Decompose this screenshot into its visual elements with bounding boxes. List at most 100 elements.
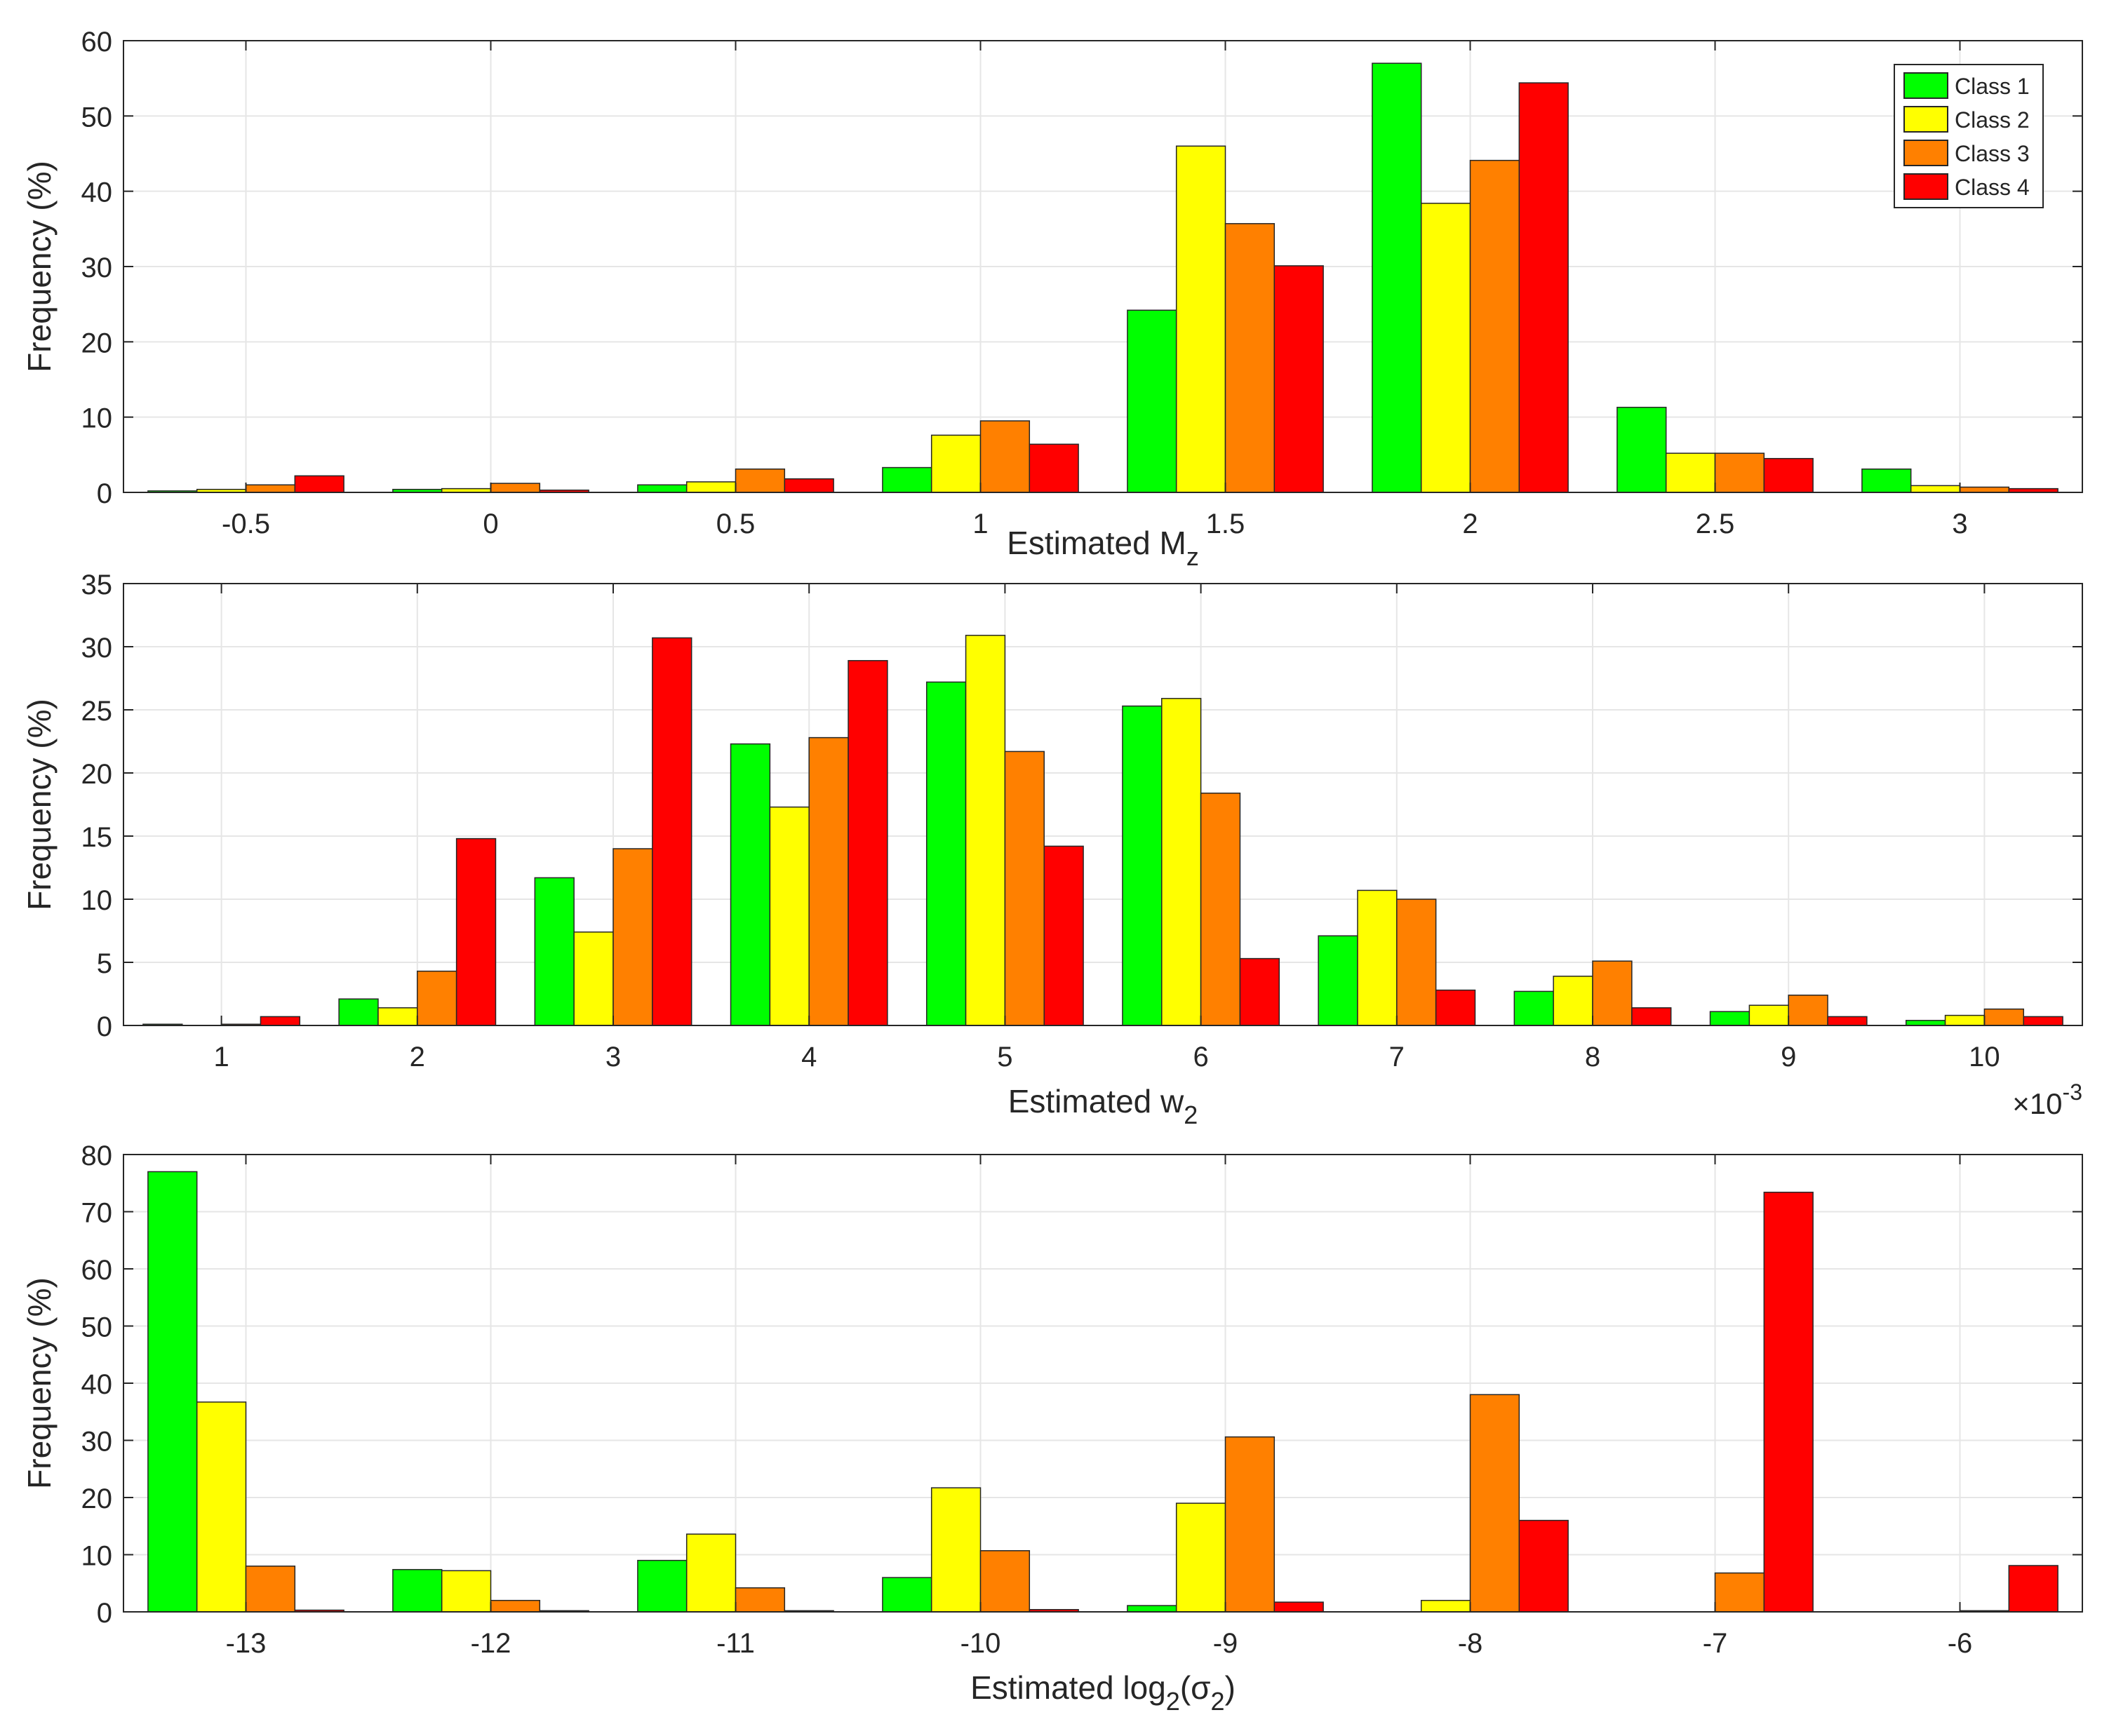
y-tick-label: 30 xyxy=(81,633,113,664)
bar-class-1--9 xyxy=(1127,1605,1177,1613)
legend-entry-class-3: Class 3 xyxy=(1903,140,2030,166)
bar-class-1-0.5 xyxy=(637,484,688,493)
bar-class-4-3 xyxy=(652,637,692,1026)
panel-estimated-mz: 0 10 20 30 40 50 60 -0.5 0 0.5 1 1.5 2 2.5 3 Frequenc… xyxy=(21,27,2083,571)
y-axis-label: Frequency (%) xyxy=(21,161,58,372)
y-tick-label: 0 xyxy=(97,478,112,509)
y-tick-label: 35 xyxy=(81,570,113,600)
bar-class-2-0.5 xyxy=(685,481,737,493)
x-tick-label: 3 xyxy=(605,1042,621,1072)
bar-class-4-8 xyxy=(1631,1007,1672,1026)
panel-estimated-w2: 0 5 10 15 20 25 30 35 1 2 3 4 5 6 7 8 9 10 Frequency (%)… xyxy=(21,570,2083,1129)
y-tick-labels: 0 10 20 30 40 50 60 70 80 xyxy=(81,1140,113,1629)
legend-swatch-class-1 xyxy=(1903,72,1948,99)
legend-label-class-3: Class 3 xyxy=(1955,141,2030,166)
bar-class-4-1.5 xyxy=(1273,265,1324,493)
legend-entry-class-4: Class 4 xyxy=(1903,173,2030,200)
bar-class-4-6 xyxy=(1239,957,1280,1026)
bar-class-4--6 xyxy=(2008,1565,2059,1613)
x-tick-label: 0.5 xyxy=(716,509,756,539)
bar-class-3--7 xyxy=(1714,1572,1765,1613)
bar-class-2-2 xyxy=(377,1007,418,1026)
bar-series xyxy=(142,635,2063,1026)
legend-label-class-2: Class 2 xyxy=(1955,107,2030,133)
bar-class-1--10 xyxy=(882,1577,932,1613)
y-tick-label: 10 xyxy=(81,403,113,434)
y-tick-label: 5 xyxy=(97,948,112,979)
bar-class-3--12 xyxy=(490,1599,541,1613)
x-tick-labels: 1 2 3 4 5 6 7 8 9 10 xyxy=(213,1042,2000,1072)
x-tick-label: 5 xyxy=(997,1042,1012,1072)
y-tick-label: 20 xyxy=(81,328,113,358)
x-tick-label: 6 xyxy=(1193,1042,1208,1072)
bar-class-2-10 xyxy=(1944,1014,1986,1026)
bar-class-4-2 xyxy=(1518,82,1569,493)
y-tick-label: 10 xyxy=(81,1541,113,1572)
y-tick-labels: 0 10 20 30 40 50 60 xyxy=(81,27,113,509)
bar-class-2--8 xyxy=(1420,1599,1471,1613)
bar-class-3--13 xyxy=(245,1566,296,1613)
bar-class-2-1.5 xyxy=(1175,145,1226,493)
legend-swatch-class-2 xyxy=(1903,106,1948,133)
x-tick-label: 10 xyxy=(1969,1042,2000,1072)
bar-class-2-2 xyxy=(1420,203,1471,493)
bar-class-1-3 xyxy=(1861,468,1912,493)
bar-class-4-1 xyxy=(260,1016,301,1026)
bar-class-2-3 xyxy=(1910,485,1961,493)
bar-class-4--9 xyxy=(1273,1601,1324,1613)
bar-class-1-8 xyxy=(1513,990,1554,1026)
x-tick-label: -6 xyxy=(1948,1628,1973,1659)
x-tick-label: 7 xyxy=(1389,1042,1405,1072)
tick-marks xyxy=(123,583,2082,1026)
bar-class-1-2 xyxy=(338,998,379,1026)
x-axis-label: Estimated log2(σ2) xyxy=(970,1669,1236,1716)
bar-class-1-1.5 xyxy=(1127,309,1177,493)
bar-class-2-6 xyxy=(1161,698,1202,1026)
x-tick-label: 1 xyxy=(213,1042,229,1072)
tick-marks xyxy=(123,1154,2082,1613)
bar-class-3--10 xyxy=(979,1550,1031,1613)
y-tick-label: 60 xyxy=(81,27,113,58)
bar-class-4--0.5 xyxy=(294,475,344,493)
axes-box xyxy=(123,583,2083,1026)
x-tick-label: -10 xyxy=(960,1628,1001,1659)
x-tick-label: -8 xyxy=(1458,1628,1483,1659)
y-axis-label: Frequency (%) xyxy=(21,1277,58,1489)
bar-class-2-1 xyxy=(930,434,982,493)
bar-class-3-0 xyxy=(490,483,541,493)
x-axis-label: Estimated Mz xyxy=(1007,525,1199,571)
bar-class-3-9 xyxy=(1788,995,1828,1026)
bar-class-3-2 xyxy=(417,970,457,1026)
bar-class-1-3 xyxy=(534,877,575,1026)
legend: Class 1 Class 2 Class 3 Class 4 xyxy=(1894,64,2044,208)
legend-swatch-class-4 xyxy=(1903,173,1948,200)
bar-class-4-2 xyxy=(455,837,497,1026)
y-tick-label: 60 xyxy=(81,1255,113,1286)
bar-class-2-3 xyxy=(573,931,614,1026)
x-tick-label: -11 xyxy=(716,1628,755,1659)
bar-class-2-2.5 xyxy=(1665,452,1716,493)
bar-class-1-2 xyxy=(1372,62,1422,493)
bar-class-3--11 xyxy=(735,1587,786,1613)
legend-entry-class-1: Class 1 xyxy=(1903,72,2030,99)
bar-class-3-4 xyxy=(808,736,849,1026)
bar-class-1-9 xyxy=(1709,1011,1750,1026)
bar-class-4-2.5 xyxy=(1763,457,1814,493)
y-tick-label: 25 xyxy=(81,696,113,727)
bar-class-2--9 xyxy=(1175,1502,1226,1613)
bar-class-3-7 xyxy=(1396,899,1437,1026)
bar-class-1--12 xyxy=(392,1568,443,1613)
bar-class-2--10 xyxy=(930,1487,982,1613)
bar-class-3--9 xyxy=(1224,1436,1276,1613)
x-tick-label: 2 xyxy=(410,1042,425,1072)
bar-class-4-10 xyxy=(2023,1016,2063,1026)
bar-class-2-9 xyxy=(1748,1004,1789,1026)
bar-class-1--11 xyxy=(637,1559,688,1613)
bar-class-3-2 xyxy=(1469,159,1520,493)
x-axis-label: Estimated w2 xyxy=(1008,1083,1198,1129)
x-tick-label: 9 xyxy=(1781,1042,1796,1072)
x-tick-label: 0 xyxy=(483,509,498,539)
bar-series xyxy=(147,62,2059,493)
bar-class-1-7 xyxy=(1318,935,1358,1026)
bar-class-2--11 xyxy=(685,1533,737,1613)
